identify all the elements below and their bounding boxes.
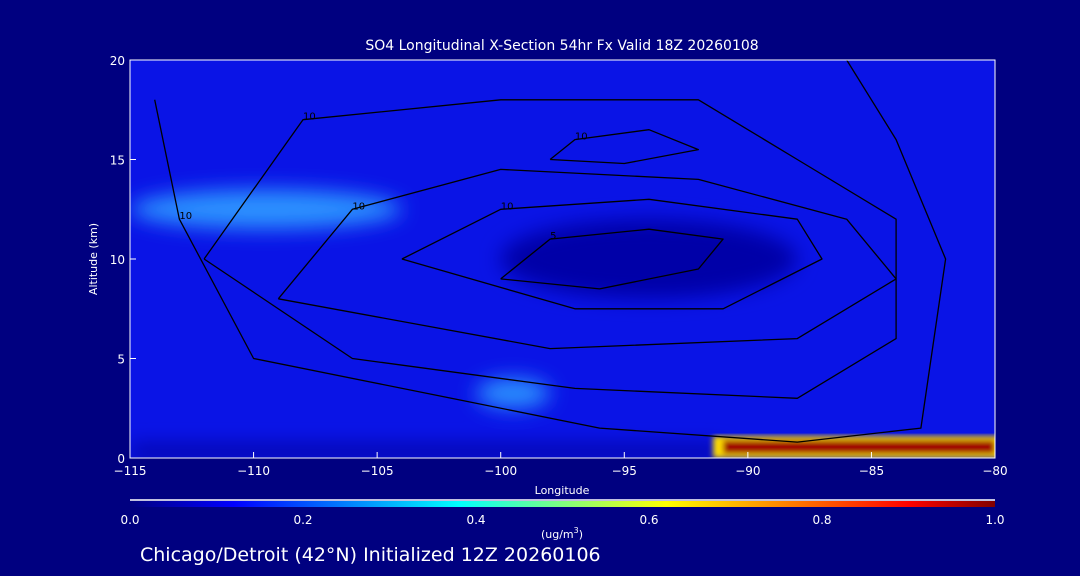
field-region-surface [130, 446, 724, 458]
x-axis-label: Longitude [535, 484, 590, 497]
contour-label: 10 [352, 201, 365, 212]
contour-line [549, 129, 700, 165]
colorbar-tick-label: 0.0 [120, 513, 139, 527]
contour-label: 5 [550, 231, 556, 242]
contour-line [277, 168, 897, 350]
contour-line [154, 60, 947, 443]
colorbar-tick-label: 0.8 [812, 513, 831, 527]
y-axis-label: Altitude (km) [87, 223, 100, 295]
colorbar-tick-label: 0.6 [639, 513, 658, 527]
field-region-high [723, 440, 995, 455]
x-tick-label: −115 [114, 464, 147, 478]
colorbar [130, 501, 995, 507]
x-tick-label: −110 [237, 464, 270, 478]
y-tick-label: 15 [110, 154, 125, 168]
contour-label: 10 [501, 201, 514, 212]
contour-label: 10 [179, 211, 192, 222]
x-tick-label: −105 [361, 464, 394, 478]
y-tick-label: 10 [110, 253, 125, 267]
contour-line [203, 99, 897, 399]
y-tick-label: 5 [117, 353, 125, 367]
field-region [130, 189, 402, 230]
x-tick-label: −95 [612, 464, 637, 478]
x-tick-label: −85 [859, 464, 884, 478]
x-tick-label: −100 [484, 464, 517, 478]
colorbar-tick-label: 0.2 [293, 513, 312, 527]
footer-caption: Chicago/Detroit (42°N) Initialized 12Z 2… [140, 544, 601, 566]
contour-line [500, 228, 724, 290]
chart-title: SO4 Longitudinal X-Section 54hr Fx Valid… [365, 38, 758, 54]
y-tick-label: 20 [110, 54, 125, 68]
contour-label: 10 [303, 112, 316, 123]
field-region [500, 219, 798, 299]
x-tick-label: −90 [735, 464, 760, 478]
contour-line [401, 198, 823, 310]
contour-label: 10 [575, 132, 588, 143]
colorbar-units: (ug/m3) [541, 526, 583, 541]
plot-area: 5 10 10 10 10 10 [130, 60, 995, 458]
colorbar-tick-label: 1.0 [985, 513, 1004, 527]
x-tick-label: −80 [982, 464, 1007, 478]
colorbar-tick-label: 0.4 [466, 513, 485, 527]
y-tick-label: 0 [117, 452, 125, 466]
field-region [475, 378, 551, 409]
